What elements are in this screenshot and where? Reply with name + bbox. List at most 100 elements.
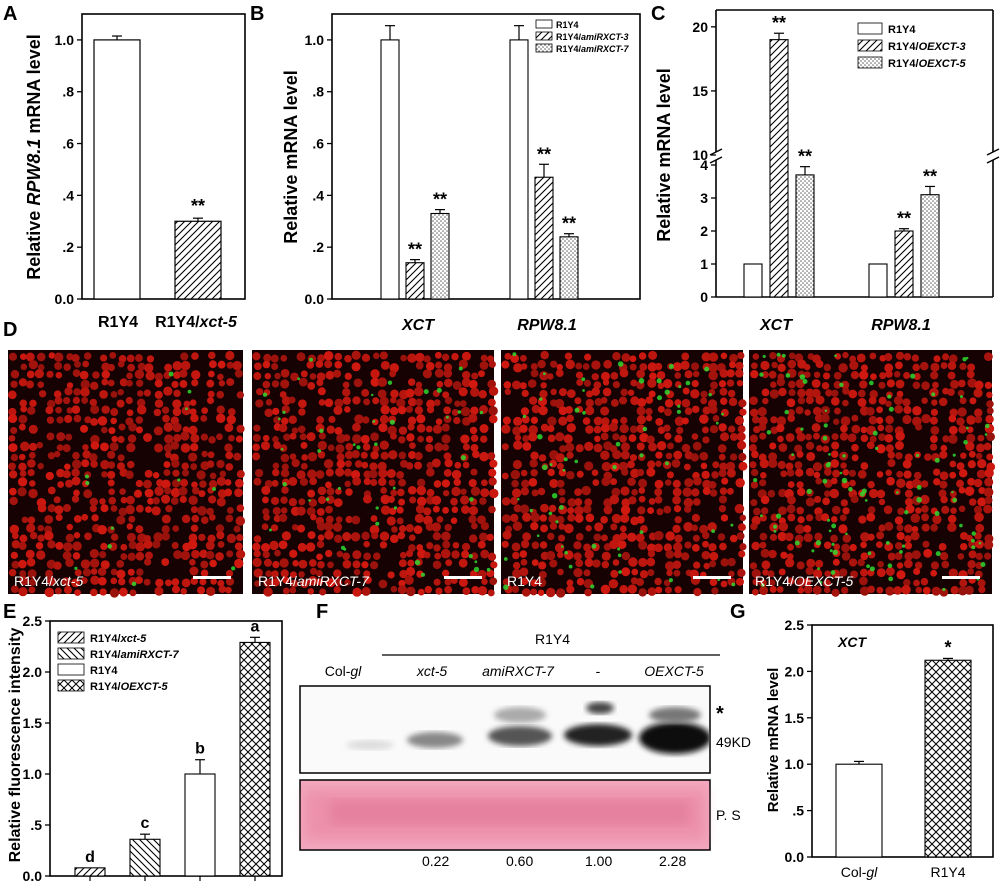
y-tick-label: 0.0 — [785, 849, 805, 865]
bar-r1y4-amirxct-3-xct — [405, 262, 425, 300]
chloroplast — [398, 426, 408, 435]
chloroplast — [768, 579, 776, 587]
chloroplast — [181, 406, 191, 416]
chloroplast — [814, 532, 823, 541]
chloroplast — [673, 550, 683, 559]
chloroplast — [324, 360, 333, 369]
chloroplast — [620, 505, 631, 515]
chloroplast — [281, 396, 291, 406]
chloroplast — [316, 372, 326, 382]
chloroplast — [559, 445, 567, 453]
chloroplast — [813, 371, 821, 379]
chloroplast — [99, 550, 107, 559]
chloroplast — [47, 504, 56, 513]
chloroplast — [326, 425, 335, 434]
chloroplast — [824, 468, 832, 476]
chloroplast — [462, 587, 471, 595]
chloroplast — [288, 498, 298, 507]
chloroplast — [566, 579, 574, 587]
chloroplast — [90, 441, 100, 450]
chloroplast — [676, 426, 684, 435]
chloroplast — [206, 586, 216, 597]
chloroplast — [567, 506, 575, 515]
chloroplast — [957, 553, 965, 560]
chloroplast — [776, 423, 785, 433]
panel-letters: A B C D E F G — [3, 3, 746, 623]
chloroplast — [942, 353, 950, 361]
chloroplast — [825, 389, 833, 397]
chloroplast — [904, 489, 913, 498]
chloroplast — [655, 460, 662, 467]
chloroplast — [18, 423, 26, 431]
chloroplast — [233, 525, 241, 533]
chloroplast — [567, 498, 577, 507]
chloroplast — [327, 561, 334, 569]
chloroplast — [109, 588, 120, 598]
chloroplast — [902, 459, 912, 469]
chloroplast — [911, 354, 920, 362]
chloroplast — [126, 532, 136, 542]
chloroplast — [378, 423, 388, 433]
chloroplast — [71, 405, 81, 414]
chloroplast — [531, 541, 540, 550]
gfp-signal — [971, 545, 976, 550]
chloroplast — [528, 396, 538, 405]
y-tick-label: 0 — [700, 289, 708, 305]
y-tick-label: 1.0 — [785, 756, 805, 772]
chloroplast — [18, 587, 28, 597]
chloroplast — [636, 369, 646, 379]
axis-break-mark — [986, 148, 1000, 164]
chloroplast — [232, 360, 242, 371]
gene-label: XCT — [837, 634, 867, 650]
chloroplast — [264, 408, 273, 418]
chloroplast — [377, 461, 387, 471]
chloroplast — [638, 495, 646, 503]
chloroplast — [667, 442, 674, 450]
chloroplast — [35, 542, 44, 550]
bar-r1y4-amirxct-7-rpw8-1 — [559, 236, 579, 300]
chloroplast — [215, 524, 225, 533]
chloroplast — [460, 406, 471, 417]
chloroplast — [200, 569, 209, 577]
chloroplast — [10, 453, 19, 462]
chloroplast — [443, 415, 452, 424]
chloroplast — [842, 469, 850, 476]
chloroplast — [452, 541, 460, 549]
chloroplast — [749, 562, 758, 570]
chloroplast — [549, 522, 558, 530]
chloroplast — [885, 400, 892, 408]
chloroplast — [851, 443, 859, 452]
chloroplast — [369, 524, 380, 535]
chloroplast — [920, 577, 929, 586]
chloroplast — [280, 569, 289, 578]
chloroplast — [450, 517, 458, 524]
chloroplast — [397, 585, 407, 595]
chloroplast — [61, 577, 71, 586]
chloroplast — [540, 423, 549, 432]
chloroplast — [64, 463, 71, 470]
chloroplast — [408, 534, 416, 542]
chloroplast — [850, 495, 859, 504]
chloroplast — [692, 534, 700, 542]
chloroplast — [674, 434, 683, 443]
chloroplast — [761, 507, 769, 515]
chloroplast — [701, 352, 711, 362]
legend-swatch — [535, 31, 553, 41]
chloroplast — [514, 434, 522, 442]
gfp-signal — [888, 576, 894, 582]
chloroplast — [386, 516, 396, 526]
gfp-signal — [848, 486, 853, 492]
chloroplast — [415, 504, 425, 514]
chloroplast — [117, 454, 125, 462]
chloroplast — [63, 363, 71, 371]
chloroplast — [308, 559, 317, 567]
gfp-signal — [574, 459, 579, 464]
chloroplast — [690, 453, 699, 462]
chloroplast — [958, 486, 966, 494]
chloroplast — [66, 382, 74, 389]
chloroplast — [326, 495, 335, 504]
chloroplast — [171, 578, 180, 586]
chloroplast — [344, 372, 352, 380]
chloroplast — [154, 372, 163, 381]
chloroplast — [823, 586, 831, 594]
